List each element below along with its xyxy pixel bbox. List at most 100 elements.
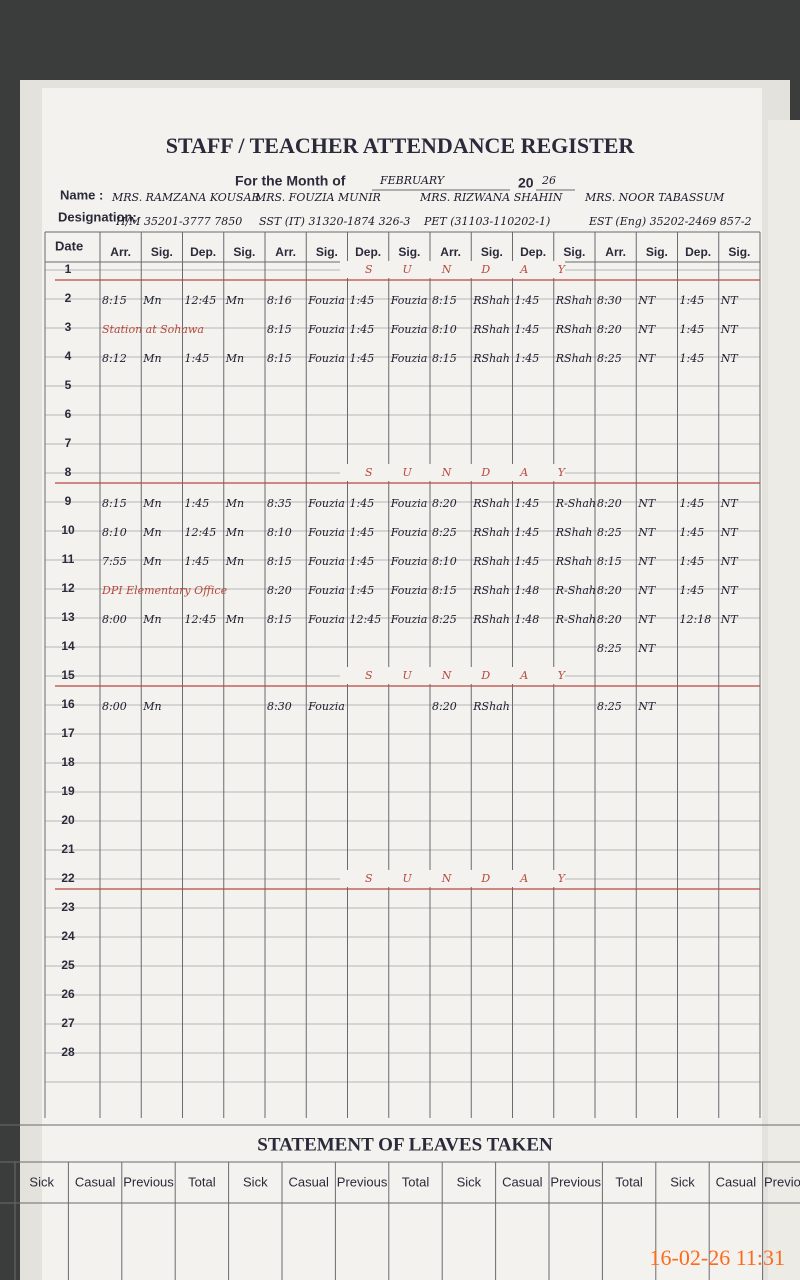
entry-cell: Fouzia [390, 352, 428, 365]
entry-cell: 1:45 [515, 497, 540, 510]
date-number: 6 [65, 407, 72, 421]
entry-cell: NT [720, 526, 740, 539]
entry-cell: 8:16 [267, 294, 292, 307]
entry-cell: Mn [142, 613, 161, 626]
entry-cell: R-Shah [555, 584, 596, 597]
entry-cell: 8:15 [432, 584, 457, 597]
entry-cell: Fouzia [307, 584, 345, 597]
sunday-band [340, 870, 565, 887]
entry-cell: Fouzia [307, 555, 345, 568]
date-number: 18 [61, 755, 75, 769]
entry-cell: 1:48 [515, 584, 540, 597]
date-number: 21 [61, 842, 75, 856]
entry-cell: Mn [142, 294, 161, 307]
teacher-name: MRS. RIZWANA SHAHIN [419, 191, 563, 204]
entry-cell: NT [637, 700, 657, 713]
sunday-label: SUNDAY [365, 872, 595, 885]
entry-cell: Fouzia [390, 555, 428, 568]
entry-cell: RShah [472, 555, 510, 568]
entry-cell: RShah [555, 294, 593, 307]
entry-cell: 1:45 [350, 294, 375, 307]
entry-cell: Fouzia [307, 323, 345, 336]
entry-cell: R-Shah [555, 497, 596, 510]
leaves-column: Previous [550, 1174, 601, 1189]
leaves-column: Total [188, 1174, 216, 1189]
entry-cell: Mn [225, 526, 244, 539]
date-number: 23 [61, 900, 75, 914]
date-header: Date [55, 238, 83, 253]
column-header: Sig. [563, 245, 585, 259]
entry-cell: 8:20 [597, 584, 622, 597]
leaves-column: Sick [670, 1174, 695, 1189]
entry-cell: 8:15 [267, 613, 292, 626]
date-number: 15 [61, 668, 75, 682]
year: 26 [541, 174, 556, 187]
entry-cell: Fouzia [390, 584, 428, 597]
entry-cell: Fouzia [390, 323, 428, 336]
entry-cell: NT [637, 613, 657, 626]
sunday-band [340, 261, 565, 278]
date-number: 1 [65, 262, 72, 276]
date-number: 7 [65, 436, 72, 450]
leaves-column: Previous [337, 1174, 388, 1189]
entry-cell: 8:00 [102, 700, 127, 713]
entry-cell: 8:20 [597, 613, 622, 626]
date-number: 4 [65, 349, 72, 363]
teacher-designation: EST (Eng) 35202-2469 857-2 [588, 215, 752, 228]
entry-cell: 1:48 [515, 613, 540, 626]
entry-cell: 1:45 [680, 584, 705, 597]
entry-cell: NT [720, 613, 740, 626]
entry-cell: Mn [142, 352, 161, 365]
column-header: Sig. [398, 245, 420, 259]
entry-cell: RShah [472, 352, 510, 365]
entry-cell: 8:20 [597, 497, 622, 510]
entry-cell: Mn [142, 700, 161, 713]
date-number: 27 [61, 1016, 75, 1030]
month: FEBRUARY [379, 174, 446, 187]
entry-cell: 8:15 [267, 555, 292, 568]
column-header: Sig. [728, 245, 750, 259]
entry-cell: 8:20 [432, 497, 457, 510]
entry-cell: 1:45 [515, 555, 540, 568]
entry-cell: 1:45 [350, 555, 375, 568]
entry-cell: NT [637, 294, 657, 307]
entry-cell: 8:15 [432, 352, 457, 365]
entry-cell: 8:25 [597, 526, 622, 539]
entry-cell: 1:45 [350, 584, 375, 597]
entry-cell: NT [637, 642, 657, 655]
leaves-column: Casual [716, 1174, 757, 1189]
entry-cell: 8:20 [597, 323, 622, 336]
entry-cell: 1:45 [515, 526, 540, 539]
teacher-name: MRS. NOOR TABASSUM [584, 191, 725, 204]
date-number: 16 [61, 697, 75, 711]
entry-cell: 8:20 [267, 584, 292, 597]
column-header: Arr. [440, 245, 461, 259]
column-header: Dep. [685, 245, 711, 259]
entry-cell: Mn [225, 352, 244, 365]
entry-cell: 8:35 [267, 497, 292, 510]
sunday-band [340, 667, 565, 684]
entry-cell: 8:25 [432, 613, 457, 626]
leaves-column: Casual [288, 1174, 329, 1189]
entry-cell: Fouzia [390, 294, 428, 307]
entry-cell: 1:45 [515, 323, 540, 336]
date-number: 20 [61, 813, 75, 827]
entry-cell: RShah [472, 700, 510, 713]
date-number: 24 [61, 929, 75, 943]
entry-cell: 7:55 [102, 555, 127, 568]
entry-note: DPI Elementary Office [101, 584, 228, 597]
column-header: Arr. [275, 245, 296, 259]
entry-cell: NT [720, 555, 740, 568]
column-header: Sig. [233, 245, 255, 259]
entry-cell: 1:45 [350, 526, 375, 539]
leaves-column: Casual [75, 1174, 116, 1189]
column-header: Dep. [355, 245, 381, 259]
teacher-designation: H/M 35201-3777 7850 [115, 215, 242, 228]
entry-cell: 8:00 [102, 613, 127, 626]
entry-cell: Mn [225, 613, 244, 626]
entry-cell: 1:45 [515, 352, 540, 365]
sunday-label: SUNDAY [365, 263, 595, 276]
date-number: 10 [61, 523, 75, 537]
